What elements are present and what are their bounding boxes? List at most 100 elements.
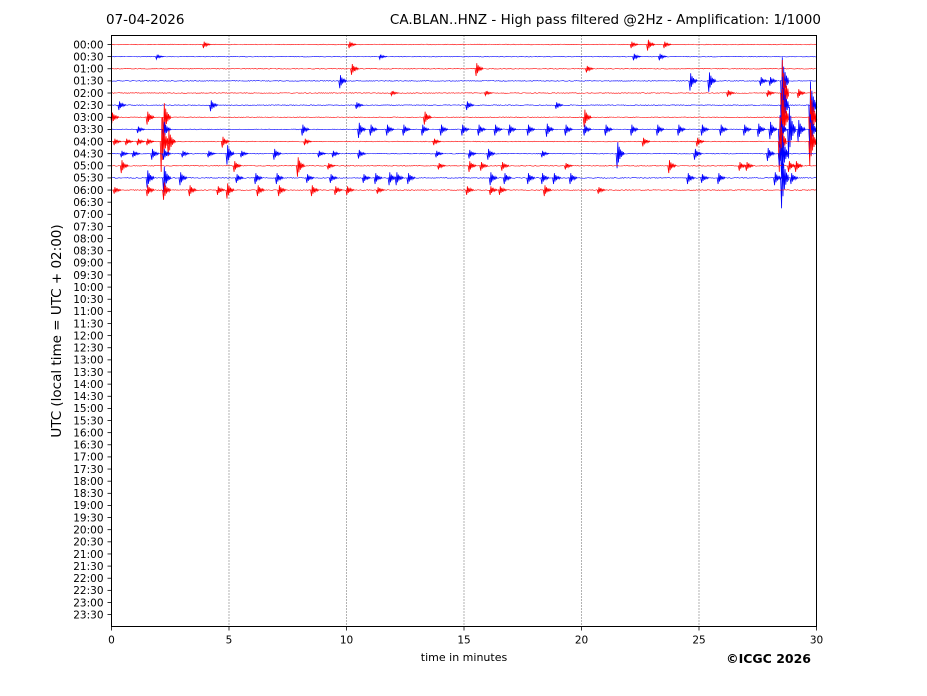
- seismic-event: [180, 150, 190, 158]
- seismic-event: [780, 134, 789, 178]
- seismic-event: [787, 106, 796, 159]
- seismic-event: [629, 124, 639, 136]
- trace-0230: [111, 104, 817, 106]
- seismic-event: [789, 173, 799, 185]
- seismic-event: [768, 121, 778, 140]
- y-tick-label: 00:30: [73, 51, 103, 63]
- y-tick-label: 01:30: [73, 76, 103, 88]
- seismic-event: [235, 174, 244, 183]
- y-tick-label: 12:30: [73, 343, 103, 355]
- x-tick-label: 20: [575, 635, 588, 647]
- seismic-event: [796, 89, 806, 98]
- trace-0030: [111, 55, 817, 58]
- seismic-event: [347, 41, 357, 49]
- seismic-event: [354, 102, 364, 109]
- seismic-event: [277, 185, 287, 197]
- seismic-event: [145, 185, 155, 197]
- seismic-event: [582, 109, 592, 128]
- y-tick-label: 03:00: [73, 112, 103, 124]
- seismic-event: [300, 124, 310, 136]
- y-tick-label: 14:00: [73, 379, 103, 391]
- seismic-traces: [110, 39, 818, 209]
- y-tick-label: 19:30: [73, 512, 103, 524]
- y-tick-label: 16:30: [73, 440, 103, 452]
- seismic-event: [406, 173, 416, 185]
- y-tick-label: 05:00: [73, 161, 103, 173]
- seismic-event: [350, 63, 359, 75]
- seismic-event: [333, 186, 343, 195]
- seismic-event: [768, 77, 778, 86]
- trace-0000: [111, 43, 817, 46]
- seismic-event: [465, 186, 475, 195]
- seismic-event: [178, 172, 188, 186]
- trace-0130: [111, 80, 817, 82]
- y-tick-label: 09:00: [73, 258, 103, 270]
- seismic-event: [766, 90, 775, 97]
- y-tick-label: 04:00: [73, 136, 103, 148]
- seismic-event: [693, 148, 702, 160]
- seismic-event: [272, 148, 282, 160]
- seismic-event: [526, 124, 536, 136]
- seismic-event: [808, 88, 818, 154]
- seismic-event: [477, 124, 486, 136]
- seismic-event: [796, 119, 806, 142]
- y-tick-label: 13:30: [73, 367, 103, 379]
- seismic-event: [305, 174, 315, 183]
- seismic-event: [117, 101, 127, 111]
- seismic-event: [131, 150, 141, 158]
- seismic-event: [787, 161, 796, 172]
- seismic-event: [582, 124, 592, 136]
- y-tick-label: 11:30: [73, 318, 103, 330]
- seismic-event: [225, 145, 235, 165]
- seismic-event: [317, 150, 326, 158]
- seismic-event: [420, 124, 430, 136]
- y-tick-label: 13:00: [73, 355, 103, 367]
- seismic-event: [467, 161, 477, 172]
- seismic-event: [162, 121, 171, 140]
- y-tick-label: 04:30: [73, 148, 103, 160]
- seismic-event: [256, 185, 265, 197]
- x-tick-label: 5: [226, 635, 233, 647]
- seismic-event: [498, 186, 507, 195]
- grid-lines: [228, 35, 700, 627]
- seismic-event: [646, 39, 655, 51]
- seismic-event: [707, 72, 717, 92]
- seismic-event: [695, 137, 705, 147]
- seismic-event: [808, 122, 818, 166]
- seismic-event: [437, 162, 446, 170]
- x-tick-label: 10: [340, 635, 353, 647]
- seismic-event: [369, 124, 378, 136]
- seismic-event: [554, 102, 564, 109]
- seismic-event: [239, 150, 249, 158]
- seismic-event: [794, 161, 804, 172]
- y-tick-label: 02:00: [73, 88, 103, 100]
- seismic-event: [159, 117, 169, 172]
- y-axis-ticks: 00:0000:3001:0001:3002:0002:3003:0003:30…: [73, 39, 112, 621]
- seismic-event: [150, 148, 160, 160]
- seismic-event: [564, 162, 573, 170]
- seismic-event: [662, 41, 672, 49]
- seismic-event: [220, 136, 230, 148]
- copyright-label: ©ICGC 2026: [726, 651, 811, 666]
- seismic-event: [596, 187, 606, 194]
- seismic-event: [145, 111, 155, 125]
- y-tick-label: 15:30: [73, 415, 103, 427]
- chart-title: CA.BLAN..HNZ - High pass filtered @2Hz -…: [389, 12, 821, 28]
- seismic-event: [423, 111, 432, 125]
- seismic-event: [502, 173, 512, 185]
- seismic-event: [540, 150, 550, 158]
- y-tick-label: 08:30: [73, 246, 103, 258]
- seismic-event: [394, 172, 404, 186]
- seismic-event: [357, 122, 366, 138]
- y-tick-label: 06:30: [73, 197, 103, 209]
- seismic-event: [632, 53, 641, 61]
- y-tick-label: 22:30: [73, 585, 103, 597]
- seismic-event: [658, 53, 667, 61]
- seismic-event: [145, 170, 155, 188]
- y-tick-label: 05:30: [73, 173, 103, 185]
- seismic-event: [655, 124, 665, 136]
- y-tick-label: 23:00: [73, 597, 103, 609]
- seismic-event: [604, 124, 613, 136]
- seismic-event: [568, 173, 578, 185]
